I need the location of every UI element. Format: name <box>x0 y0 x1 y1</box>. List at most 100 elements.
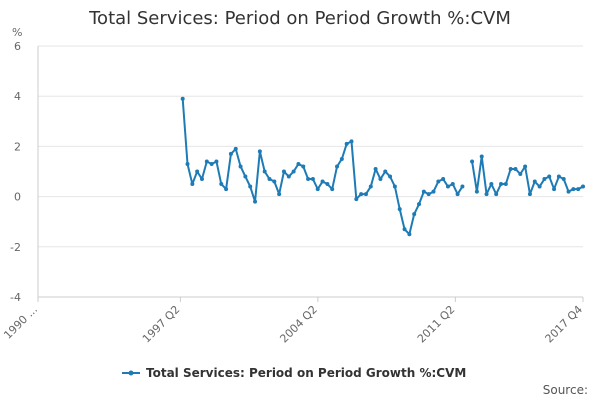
data-point[interactable] <box>359 192 364 197</box>
data-point[interactable] <box>195 169 200 174</box>
data-point[interactable] <box>513 166 518 171</box>
data-point[interactable] <box>542 177 547 182</box>
source-label: Source: <box>543 383 588 397</box>
data-point[interactable] <box>460 184 465 189</box>
data-point[interactable] <box>474 189 479 194</box>
data-point[interactable] <box>552 187 557 192</box>
data-point[interactable] <box>219 182 224 187</box>
data-point[interactable] <box>306 177 311 182</box>
data-point[interactable] <box>388 174 393 179</box>
data-point[interactable] <box>383 169 388 174</box>
data-point[interactable] <box>532 179 537 184</box>
data-point[interactable] <box>180 96 185 101</box>
data-point[interactable] <box>494 192 499 197</box>
data-point[interactable] <box>310 177 315 182</box>
data-point[interactable] <box>267 177 272 182</box>
x-tick-label: 2017 Q4 <box>543 303 586 346</box>
data-point[interactable] <box>320 179 325 184</box>
data-point[interactable] <box>450 182 455 187</box>
data-point[interactable] <box>243 174 248 179</box>
data-point[interactable] <box>262 169 267 174</box>
gridlines <box>37 45 583 298</box>
data-point[interactable] <box>479 154 484 159</box>
data-point[interactable] <box>397 207 402 212</box>
data-point[interactable] <box>441 177 446 182</box>
data-point[interactable] <box>489 182 494 187</box>
data-point[interactable] <box>455 192 460 197</box>
data-point[interactable] <box>426 192 431 197</box>
data-point[interactable] <box>248 184 253 189</box>
data-point[interactable] <box>301 164 306 169</box>
series-line-group <box>180 96 585 237</box>
data-point[interactable] <box>503 182 508 187</box>
data-point[interactable] <box>253 199 258 204</box>
data-point[interactable] <box>204 159 209 164</box>
data-point[interactable] <box>185 161 190 166</box>
data-point[interactable] <box>272 179 277 184</box>
data-point[interactable] <box>296 161 301 166</box>
data-point[interactable] <box>330 187 335 192</box>
data-point[interactable] <box>402 227 407 232</box>
data-point[interactable] <box>238 164 243 169</box>
data-point[interactable] <box>576 187 581 192</box>
x-axis-ticks: 1990 ... 1997 Q2 2004 Q2 2011 Q2 2017 Q4 <box>1 297 585 345</box>
x-tick-label: 2011 Q2 <box>415 303 458 346</box>
data-point[interactable] <box>445 184 450 189</box>
data-point[interactable] <box>277 192 282 197</box>
data-point[interactable] <box>556 174 561 179</box>
data-point[interactable] <box>199 177 204 182</box>
data-point[interactable] <box>190 182 195 187</box>
data-point[interactable] <box>436 179 441 184</box>
x-tick-label: 2004 Q2 <box>277 303 320 346</box>
data-point[interactable] <box>412 212 417 217</box>
data-point[interactable] <box>291 169 296 174</box>
y-axis-unit-label: % <box>12 26 22 39</box>
y-tick-label: 4 <box>14 90 21 103</box>
data-point[interactable] <box>571 187 576 192</box>
data-point[interactable] <box>349 139 354 144</box>
data-point[interactable] <box>561 177 566 182</box>
data-point[interactable] <box>373 166 378 171</box>
data-point[interactable] <box>335 164 340 169</box>
data-point[interactable] <box>527 192 532 197</box>
data-point[interactable] <box>233 146 238 151</box>
data-point[interactable] <box>537 184 542 189</box>
data-point[interactable] <box>224 187 229 192</box>
data-point[interactable] <box>228 151 233 156</box>
data-point[interactable] <box>363 192 368 197</box>
data-point[interactable] <box>417 202 422 207</box>
data-point[interactable] <box>281 169 286 174</box>
data-point[interactable] <box>499 182 504 187</box>
legend-marker-icon <box>128 370 134 376</box>
data-point[interactable] <box>392 184 397 189</box>
data-point[interactable] <box>209 161 214 166</box>
data-point[interactable] <box>547 174 552 179</box>
data-point[interactable] <box>315 187 320 192</box>
data-point[interactable] <box>518 172 523 177</box>
legend[interactable]: Total Services: Period on Period Growth … <box>122 366 466 380</box>
y-tick-label: 6 <box>14 40 21 53</box>
data-point[interactable] <box>214 159 219 164</box>
data-point[interactable] <box>339 156 344 161</box>
y-axis-ticks: 6 4 2 0 -2 -4 <box>10 40 21 304</box>
data-point[interactable] <box>344 141 349 146</box>
data-point[interactable] <box>581 184 585 189</box>
data-point[interactable] <box>257 149 262 154</box>
data-point[interactable] <box>286 174 291 179</box>
data-point[interactable] <box>421 189 426 194</box>
data-point[interactable] <box>566 189 571 194</box>
data-point[interactable] <box>325 182 330 187</box>
data-point[interactable] <box>470 159 475 164</box>
data-point[interactable] <box>354 197 359 202</box>
data-point[interactable] <box>523 164 528 169</box>
data-point[interactable] <box>508 166 513 171</box>
data-point[interactable] <box>431 189 436 194</box>
data-point[interactable] <box>368 184 373 189</box>
series-line <box>181 98 584 236</box>
chart-title: Total Services: Period on Period Growth … <box>88 8 511 29</box>
data-point[interactable] <box>484 192 489 197</box>
data-point[interactable] <box>378 177 383 182</box>
data-point[interactable] <box>407 232 412 237</box>
y-tick-label: 2 <box>14 140 21 153</box>
